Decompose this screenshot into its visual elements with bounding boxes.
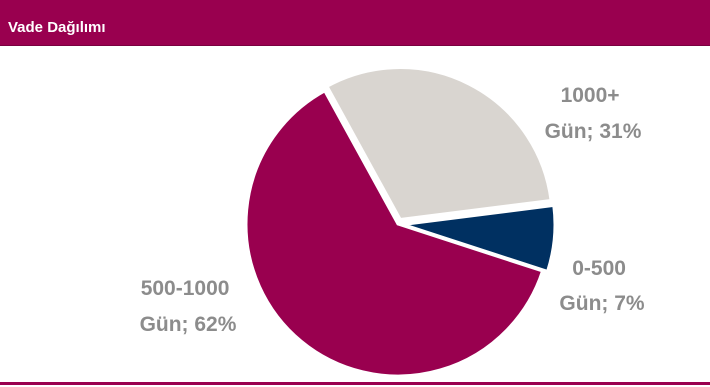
slice-label-1000-plus-line2: Gün; 31% bbox=[545, 120, 642, 143]
pie-slice-0-500-g-n bbox=[402, 203, 557, 274]
slice-label-1000-plus-line1: 1000+ bbox=[561, 84, 620, 107]
slice-label-500-1000-line2: Gün; 62% bbox=[140, 313, 237, 336]
pie-chart: 0-500 Gün; 7% 500-1000 Gün; 62% 1000+ Gü… bbox=[140, 66, 645, 378]
chart-header: Vade Dağılımı bbox=[0, 0, 710, 46]
slice-label-500-1000-line1: 500-1000 bbox=[141, 277, 230, 300]
pie-slices bbox=[244, 66, 557, 378]
slice-label-0-500: 0-500 Gün; 7% bbox=[559, 257, 644, 315]
slice-label-500-1000: 500-1000 Gün; 62% bbox=[140, 277, 237, 336]
pie-slice-1000-g-n bbox=[325, 66, 553, 222]
slice-label-0-500-line2: Gün; 7% bbox=[559, 292, 644, 315]
slice-label-0-500-line1: 0-500 bbox=[572, 257, 626, 280]
pie-slice-500-1000-g-n bbox=[244, 88, 545, 378]
slice-label-1000-plus: 1000+ Gün; 31% bbox=[545, 84, 642, 143]
pie-labels: 0-500 Gün; 7% 500-1000 Gün; 62% 1000+ Gü… bbox=[140, 84, 645, 336]
bottom-rule bbox=[0, 382, 710, 385]
chart-title: Vade Dağılımı bbox=[8, 19, 106, 36]
